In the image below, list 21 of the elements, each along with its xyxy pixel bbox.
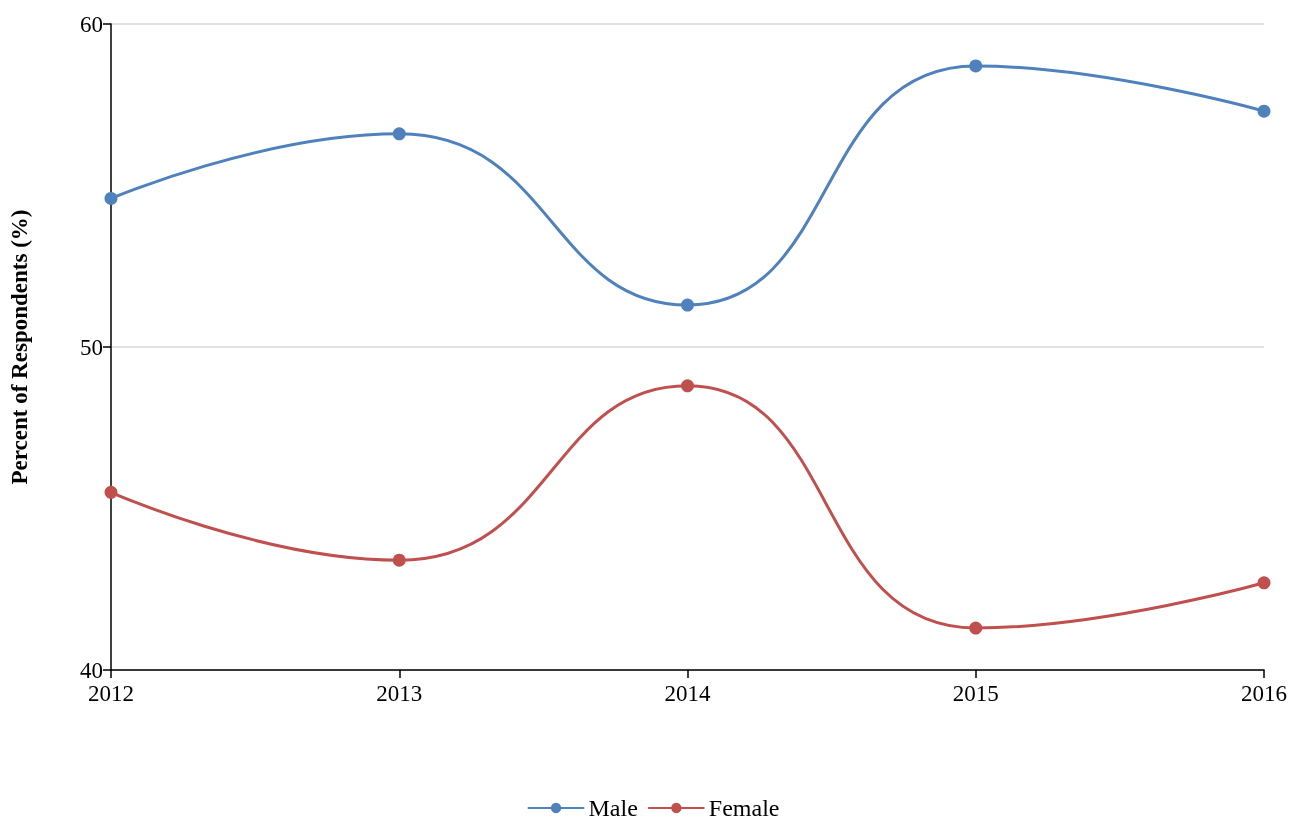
point [104,485,118,499]
x-tick-label: 2016 [1241,681,1287,706]
y-tick-label: 50 [80,334,103,360]
x-tick-label: 2015 [952,681,999,706]
y-tick-label: 40 [80,657,103,683]
point [681,379,694,393]
x-tick-label: 2013 [376,681,423,706]
point [104,191,118,205]
point [681,298,694,312]
x-tick-label: 2012 [88,681,134,706]
x-tick-label: 2014 [664,681,711,706]
point [969,59,983,73]
y-tick-label: 60 [80,11,103,37]
y-axis-title: Percent of Respondents (%) [7,209,32,485]
point [1257,104,1271,118]
legend-label: Female [708,795,780,821]
point [1257,576,1271,590]
point [392,553,406,567]
point [969,621,983,635]
legend-label: Male [588,795,638,821]
point [392,127,406,141]
